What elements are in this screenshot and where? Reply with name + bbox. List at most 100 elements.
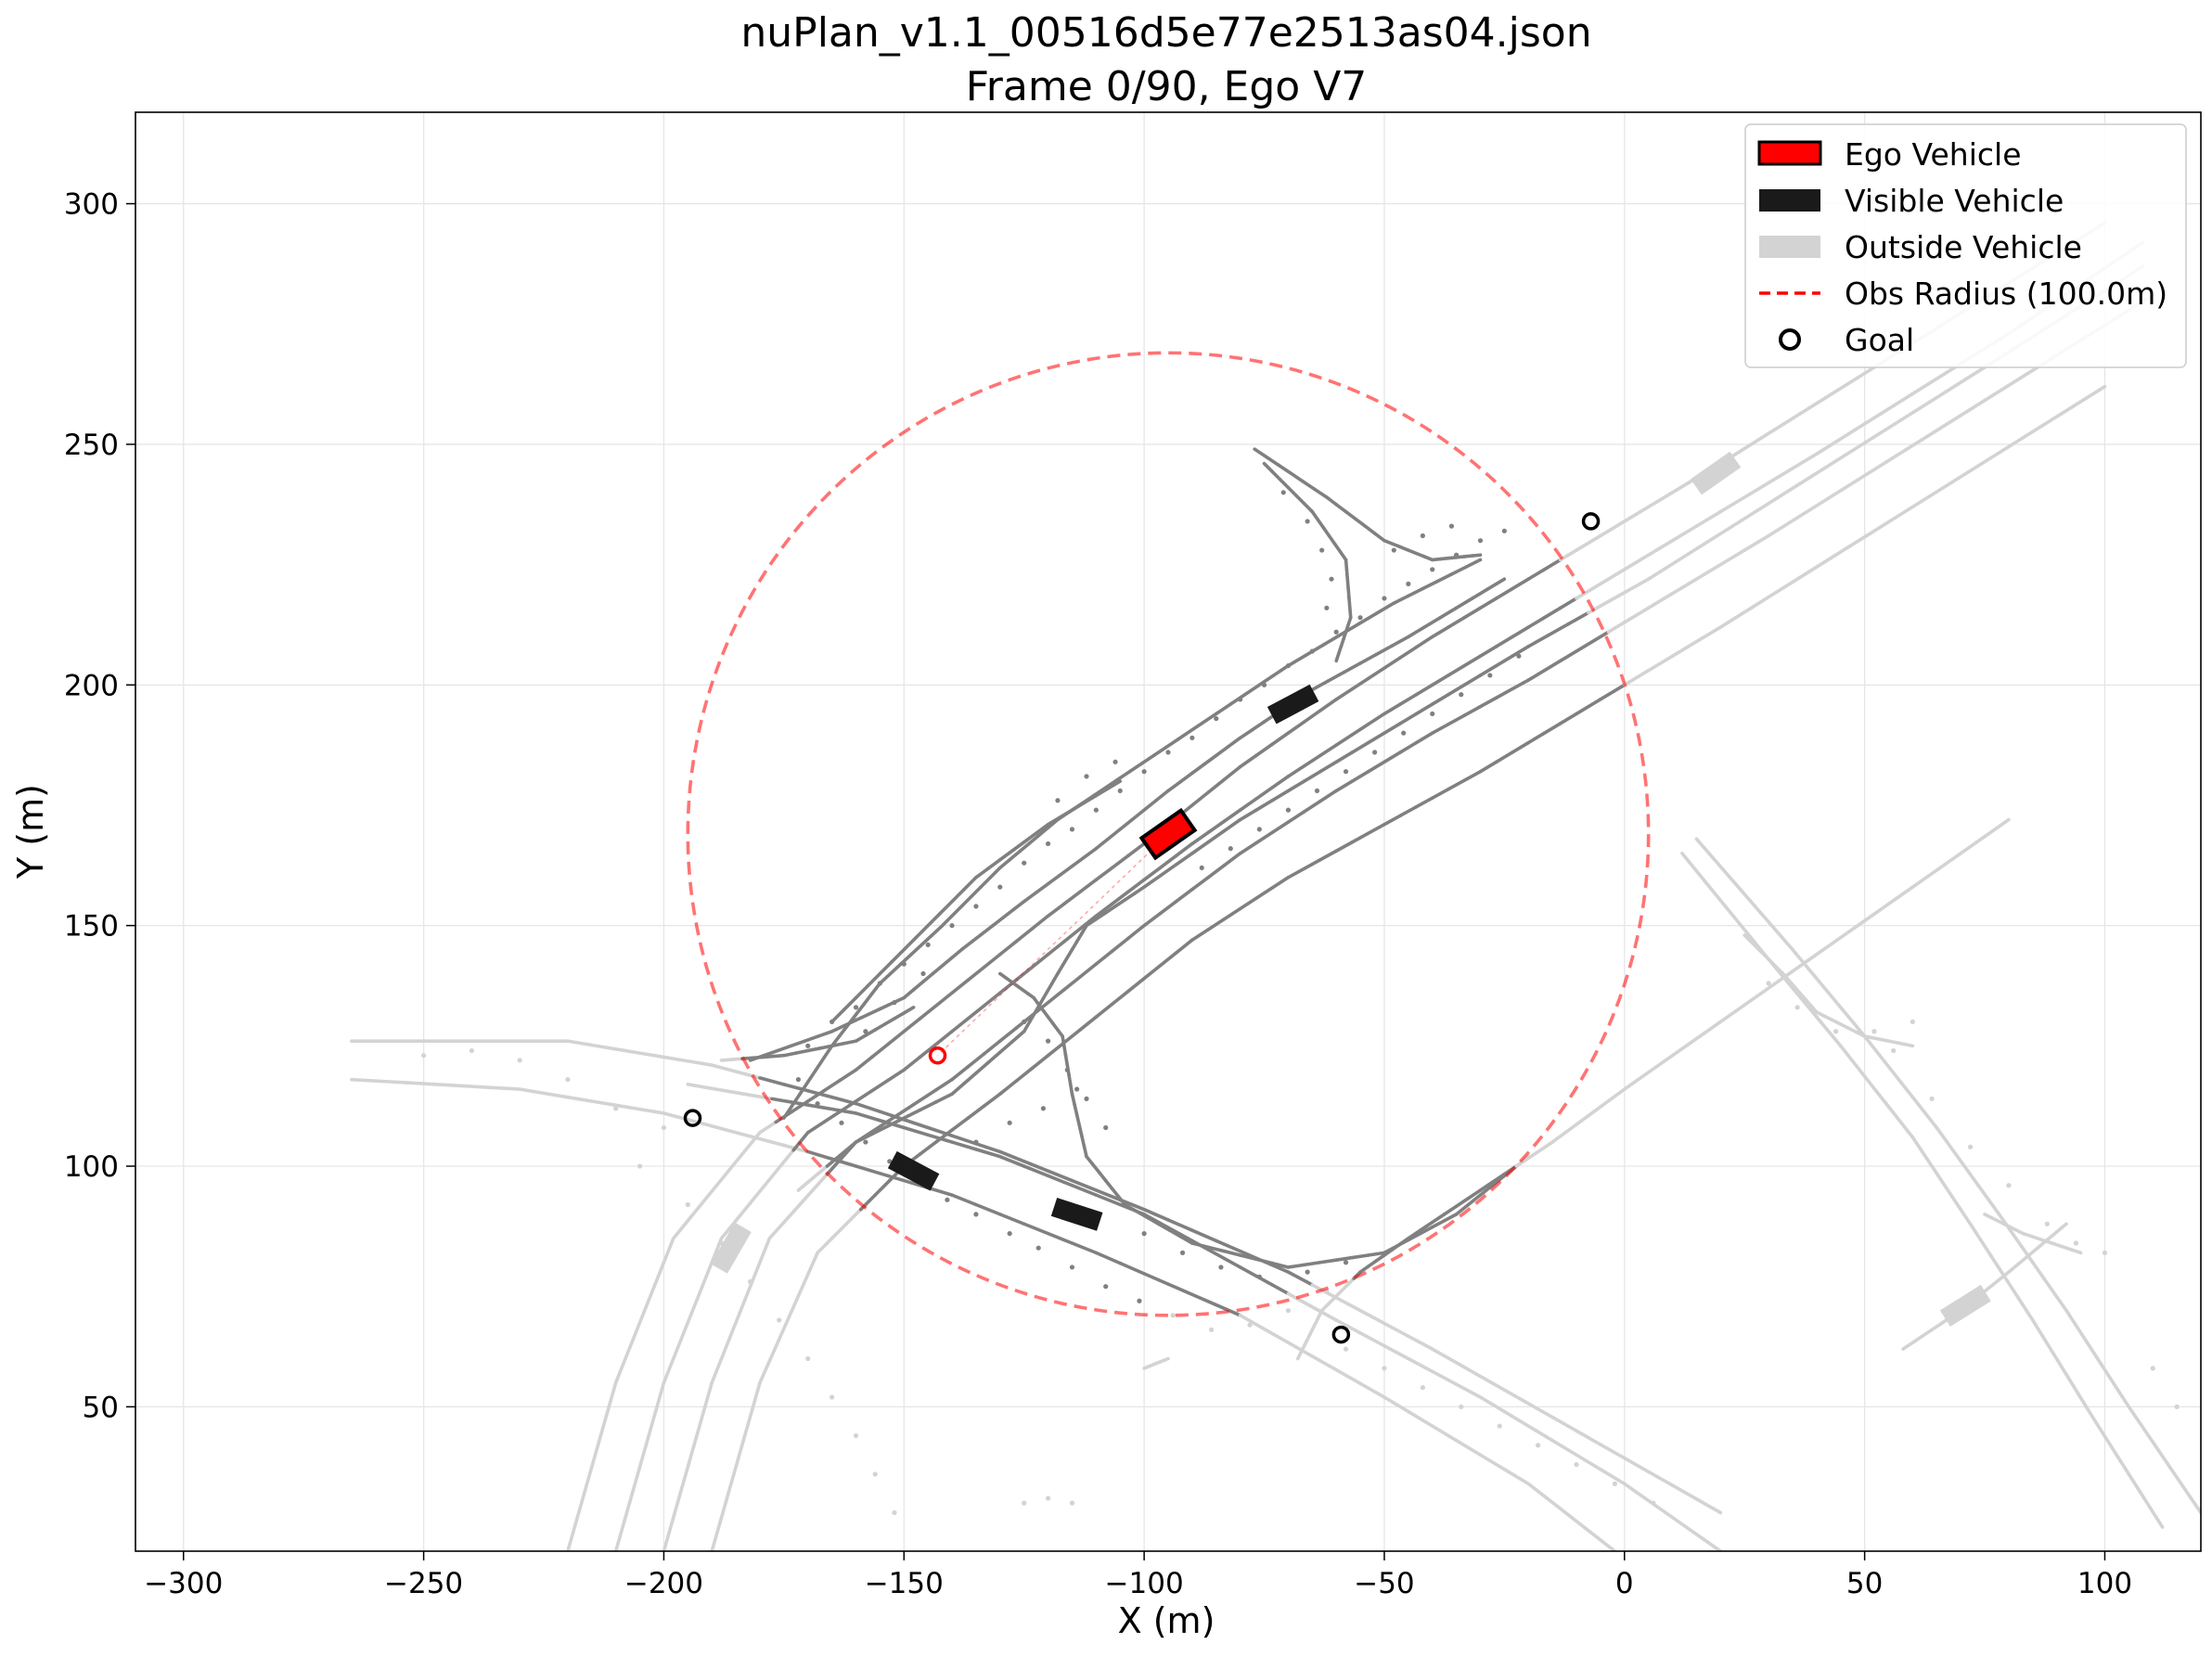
lane-segment	[1277, 463, 1292, 475]
y-axis-ticks: 50 100 150 200 250 300	[64, 188, 135, 1424]
lane-segment	[1694, 562, 1723, 581]
lane-segment	[1910, 1095, 1927, 1114]
lane-segment	[1414, 731, 1434, 745]
lane-segment	[902, 1017, 922, 1033]
lane-segment	[998, 1026, 1018, 1043]
lane-segment	[1974, 828, 1995, 844]
legend-label-ego: Ego Vehicle	[1845, 136, 2022, 173]
lane-segment	[1214, 702, 1233, 716]
lane-dot	[1448, 523, 1455, 529]
lane-segment	[966, 1004, 986, 1021]
lane-segment	[888, 962, 903, 976]
x-tick-label: 50	[1846, 1567, 1883, 1600]
lane-segment	[589, 1043, 618, 1051]
lane-segment	[1782, 565, 1819, 589]
lane-dot	[839, 1120, 844, 1125]
lane-segment	[1127, 762, 1144, 774]
lane-dot	[1651, 1500, 1656, 1506]
lane-segment	[1270, 875, 1291, 890]
lane-dot	[949, 923, 955, 929]
lane-segment	[1254, 798, 1274, 812]
lane-segment	[1222, 1249, 1242, 1257]
lane-segment	[2163, 1457, 2179, 1480]
lane-segment	[1538, 1140, 1554, 1152]
lane-segment	[1262, 1327, 1291, 1345]
lane-segment	[1058, 864, 1074, 877]
lane-segment	[1670, 1042, 1691, 1058]
lane-segment	[1238, 797, 1258, 812]
lane-segment	[1502, 1409, 1531, 1428]
lane-segment	[1910, 484, 1947, 509]
lane-segment	[681, 1308, 695, 1337]
lane-segment	[1142, 798, 1158, 812]
lane-segment	[719, 1332, 733, 1361]
lane-segment	[1494, 654, 1514, 668]
lane-segment	[350, 1077, 381, 1084]
lane-dot	[973, 1212, 979, 1217]
lane-segment	[1366, 731, 1386, 745]
lane-segment	[1094, 911, 1108, 921]
lane-segment	[1158, 899, 1178, 916]
lane-segment	[878, 959, 894, 976]
lane-dot	[1084, 1096, 1089, 1101]
lane-segment	[1116, 1195, 1127, 1207]
lane-segment	[909, 943, 924, 956]
lane-segment	[1318, 1258, 1338, 1264]
lane-dot	[805, 1355, 811, 1362]
lane-segment	[1442, 1204, 1459, 1216]
lane-dot	[1406, 581, 1411, 586]
lane-segment	[1080, 1134, 1087, 1149]
lane-segment	[642, 1284, 656, 1313]
lane-segment	[1622, 1456, 1651, 1474]
lane-dot	[853, 1432, 859, 1439]
lane-dot	[1516, 653, 1522, 659]
lane-segment	[710, 1521, 722, 1551]
lane-segment	[1709, 887, 1728, 908]
lane-segment	[719, 1058, 734, 1062]
x-tick-label: −100	[1105, 1567, 1184, 1600]
lane-segment	[1206, 864, 1227, 879]
lane-segment	[1082, 1144, 1088, 1159]
lane-dot	[1093, 807, 1099, 813]
lane-segment	[1382, 1321, 1410, 1339]
lane-segment	[1358, 1308, 1386, 1326]
lane-segment	[1272, 663, 1291, 677]
lane-segment	[825, 1156, 843, 1176]
x-tick-label: −300	[144, 1567, 223, 1600]
lane-segment	[1478, 1395, 1507, 1414]
lane-dot	[1261, 682, 1267, 687]
lane-segment	[950, 1116, 971, 1132]
lane-segment	[1675, 542, 1706, 563]
goal-marker	[683, 1109, 702, 1127]
lane-segment	[2151, 1440, 2167, 1462]
lane-segment	[838, 1023, 850, 1037]
lane-segment	[1142, 866, 1163, 882]
lane-segment	[1862, 907, 1883, 923]
lane-segment	[1926, 863, 1947, 878]
lane-dot	[1256, 827, 1262, 832]
lane-segment	[1646, 1470, 1675, 1487]
lane-segment	[1430, 1424, 1459, 1443]
lane-segment	[1238, 1314, 1267, 1331]
lane-segment	[1466, 1193, 1483, 1207]
lane-segment	[1646, 559, 1678, 581]
visible-vehicle	[887, 1150, 940, 1191]
lane-dot	[901, 961, 907, 967]
lane-segment	[1550, 1438, 1578, 1457]
lane-segment	[1471, 553, 1483, 558]
lane-segment	[974, 1060, 990, 1075]
lane-segment	[1901, 1341, 1915, 1351]
lane-segment	[1575, 586, 1595, 600]
lane-segment	[652, 1260, 666, 1289]
lane-segment	[1001, 907, 1016, 919]
lane-segment	[862, 992, 874, 1007]
lane-dot	[1285, 1308, 1292, 1314]
lane-segment	[624, 1332, 637, 1361]
lane-segment	[1526, 668, 1547, 682]
lane-segment	[1447, 778, 1467, 791]
lane-segment	[2127, 1405, 2143, 1427]
lane-segment	[1070, 1178, 1099, 1192]
lane-segment	[970, 931, 984, 944]
lane-segment	[1238, 1253, 1258, 1262]
lane-segment	[1206, 777, 1227, 794]
